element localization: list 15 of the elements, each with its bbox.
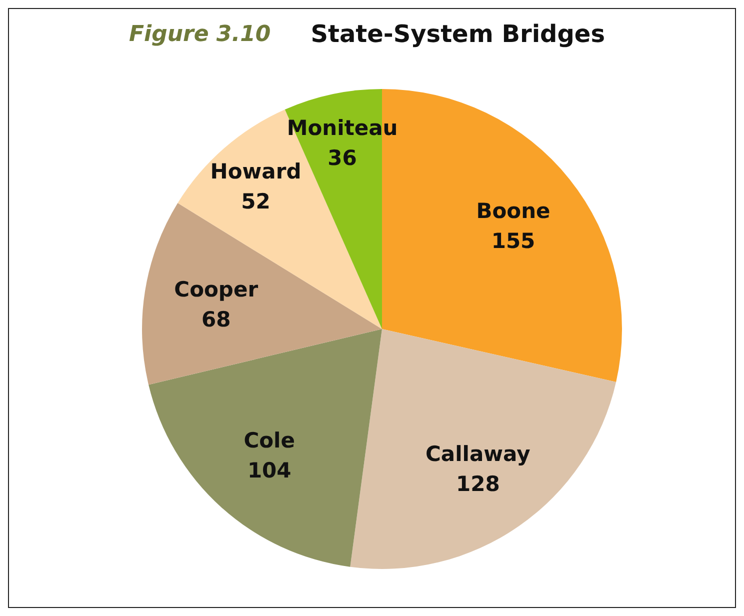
slice-label: Callaway xyxy=(426,442,531,466)
pie-slice xyxy=(350,329,616,569)
data-label: 104 xyxy=(247,458,292,483)
chart-subtitle: Figure 3.10 xyxy=(129,22,271,46)
data-label: 155 xyxy=(491,229,536,254)
slice-label: Cooper xyxy=(174,277,259,302)
slice-label: Boone xyxy=(476,199,550,224)
data-label: 128 xyxy=(456,472,500,496)
slice-label: Cole xyxy=(244,428,296,453)
chart-title: State-System Bridges xyxy=(310,20,605,48)
data-label: 68 xyxy=(202,307,231,332)
pie-slice xyxy=(148,329,382,567)
data-label: 36 xyxy=(328,146,357,170)
data-label: 52 xyxy=(241,189,270,214)
slice-label: Howard xyxy=(210,159,302,184)
